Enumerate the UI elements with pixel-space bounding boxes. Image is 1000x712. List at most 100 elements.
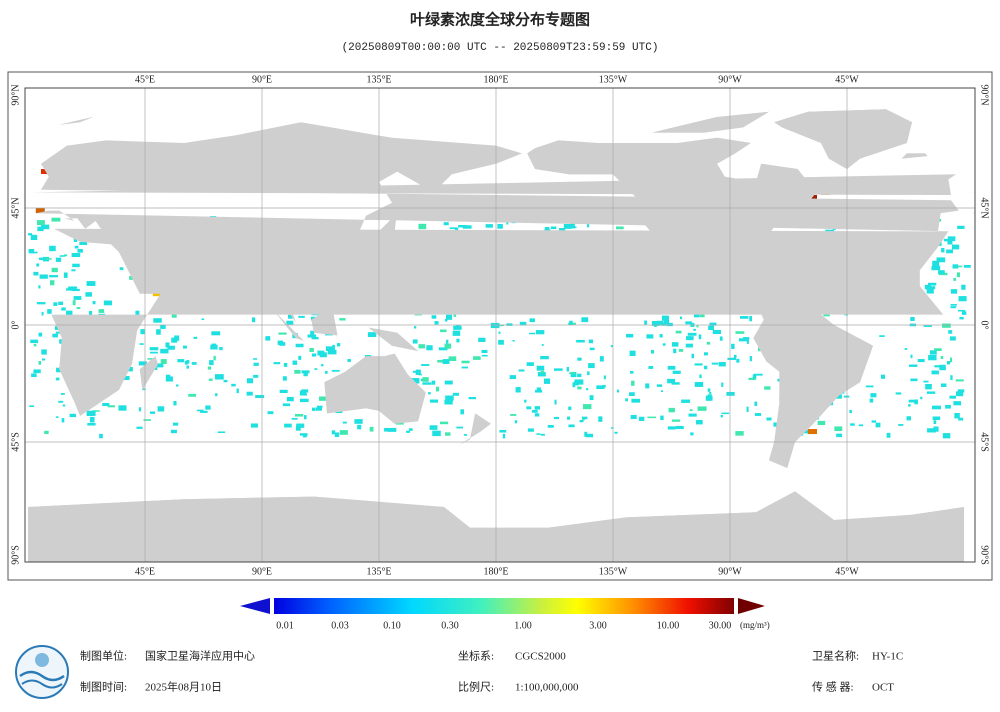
- lon-label-top: 180°E: [483, 74, 508, 85]
- chlorophyll-pixel: [735, 331, 745, 334]
- colorbar-label: 30.00: [709, 620, 732, 631]
- chlorophyll-pixel: [310, 330, 315, 336]
- chlorophyll-pixel: [147, 358, 156, 360]
- chlorophyll-pixel: [654, 324, 657, 327]
- chlorophyll-pixel: [464, 433, 467, 436]
- chlorophyll-pixel: [698, 334, 702, 340]
- chlorophyll-pixel: [629, 350, 636, 357]
- chlorophyll-pixel: [286, 396, 294, 402]
- chlorophyll-pixel: [554, 399, 557, 405]
- chlorophyll-pixel: [957, 225, 965, 229]
- chlorophyll-pixel: [209, 360, 214, 366]
- chlorophyll-pixel: [434, 321, 439, 325]
- chlorophyll-pixel: [448, 356, 457, 362]
- chlorophyll-pixel: [950, 375, 953, 380]
- chlorophyll-pixel: [909, 364, 918, 367]
- chlorophyll-pixel: [41, 311, 44, 316]
- chlorophyll-pixel: [165, 376, 173, 382]
- chlorophyll-pixel: [817, 420, 826, 426]
- chlorophyll-pixel: [138, 361, 147, 366]
- chlorophyll-pixel: [160, 348, 169, 354]
- chlorophyll-pixel: [726, 391, 735, 396]
- chlorophyll-pixel: [534, 406, 540, 410]
- chlorophyll-pixel: [286, 320, 294, 325]
- chlorophyll-pixel: [59, 255, 66, 257]
- chlorophyll-pixel: [311, 336, 319, 340]
- chlorophyll-pixel: [332, 344, 335, 351]
- colorbar-label: 10.00: [657, 620, 680, 631]
- chlorophyll-pixel: [547, 425, 554, 428]
- chlorophyll-pixel: [706, 341, 711, 345]
- chlorophyll-pixel: [708, 325, 714, 331]
- chlorophyll-pixel: [142, 388, 146, 391]
- chlorophyll-pixel: [929, 286, 936, 290]
- land: [35, 122, 959, 323]
- chlorophyll-pixel: [61, 418, 65, 423]
- chlorophyll-pixel: [529, 318, 535, 323]
- chlorophyll-pixel: [749, 316, 753, 322]
- chlorophyll-pixel: [631, 398, 641, 403]
- high-chlorophyll: [808, 429, 817, 434]
- chlorophyll-pixel: [31, 373, 37, 378]
- chlorophyll-pixel: [934, 348, 942, 351]
- chlorophyll-pixel: [456, 426, 463, 429]
- chlorophyll-pixel: [920, 396, 923, 400]
- chlorophyll-pixel: [41, 349, 47, 355]
- chlorophyll-pixel: [298, 315, 305, 318]
- chlorophyll-pixel: [72, 300, 76, 306]
- chlorophyll-pixel: [449, 227, 458, 230]
- lon-label-top: 90°W: [718, 74, 742, 85]
- chlorophyll-pixel: [201, 318, 205, 321]
- chlorophyll-pixel: [570, 222, 575, 229]
- chlorophyll-pixel: [661, 315, 669, 321]
- chlorophyll-pixel: [317, 350, 325, 356]
- chlorophyll-pixel: [934, 365, 943, 368]
- chlorophyll-pixel: [315, 407, 322, 411]
- chlorophyll-pixel: [588, 339, 594, 344]
- chlorophyll-pixel: [961, 284, 966, 290]
- chlorophyll-pixel: [569, 320, 573, 326]
- land: [368, 327, 418, 351]
- map-frame: [24, 87, 976, 563]
- chlorophyll-pixel: [253, 362, 259, 366]
- chlorophyll-pixel: [518, 369, 525, 372]
- chlorophyll-pixel: [265, 336, 271, 341]
- chlorophyll-pixel: [334, 432, 340, 438]
- chlorophyll-pixel: [736, 358, 740, 363]
- chlorophyll-pixel: [478, 337, 486, 342]
- chlorophyll-pixel: [554, 368, 563, 371]
- chlorophyll-pixel: [667, 426, 676, 430]
- chlorophyll-pixel: [577, 357, 582, 361]
- chlorophyll-pixel: [56, 367, 63, 373]
- chlorophyll-pixel: [961, 311, 967, 315]
- chlorophyll-pixel: [384, 427, 389, 432]
- chlorophyll-pixel: [531, 409, 538, 413]
- chlorophyll-pixel: [149, 347, 159, 351]
- chlorophyll-pixel: [438, 347, 448, 351]
- chlorophyll-pixel: [29, 405, 35, 407]
- chlorophyll-pixel: [357, 424, 362, 430]
- chlorophyll-pixel: [526, 406, 532, 410]
- chlorophyll-pixel: [754, 401, 758, 406]
- colorbar-min-arrow: [240, 598, 270, 614]
- chlorophyll-pixel: [746, 406, 749, 412]
- chlorophyll-pixel: [699, 311, 705, 318]
- chlorophyll-pixel: [910, 317, 915, 321]
- chlorophyll-pixel: [429, 399, 439, 403]
- chlorophyll-pixel: [675, 425, 684, 430]
- chlorophyll-pixel: [246, 391, 253, 396]
- chlorophyll-pixel: [298, 355, 302, 360]
- chlorophyll-pixel: [691, 353, 694, 359]
- chlorophyll-pixel: [540, 433, 545, 436]
- chlorophyll-pixel: [927, 428, 937, 433]
- chlorophyll-pixel: [30, 339, 39, 344]
- chlorophyll-pixel: [688, 413, 697, 417]
- chlorophyll-pixel: [908, 404, 911, 407]
- chlorophyll-pixel: [924, 284, 931, 290]
- footer-label: 比例尺:: [458, 680, 494, 694]
- chlorophyll-pixel: [498, 331, 501, 334]
- chlorophyll-pixel: [33, 271, 39, 276]
- chlorophyll-pixel: [541, 344, 544, 346]
- chlorophyll-pixel: [679, 316, 683, 320]
- chlorophyll-pixel: [69, 413, 76, 418]
